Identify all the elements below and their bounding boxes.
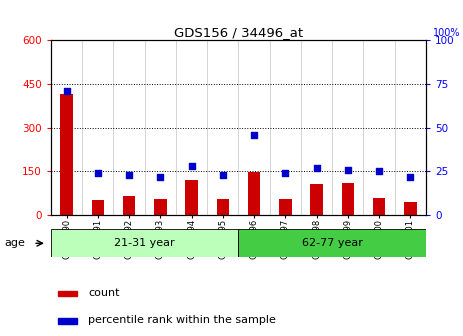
Bar: [185, 180, 198, 215]
Point: [313, 165, 320, 171]
Point: [250, 132, 258, 137]
Point: [219, 172, 226, 177]
Point: [407, 174, 414, 179]
Bar: [373, 198, 385, 215]
Bar: [58, 291, 77, 296]
Bar: [92, 201, 104, 215]
Bar: [248, 172, 260, 215]
Bar: [51, 229, 238, 257]
Bar: [279, 199, 292, 215]
Bar: [60, 94, 73, 215]
Text: count: count: [88, 288, 120, 298]
Text: 62-77 year: 62-77 year: [302, 238, 363, 248]
Bar: [123, 196, 135, 215]
Point: [94, 170, 101, 176]
Text: age: age: [4, 238, 25, 248]
Bar: [154, 199, 167, 215]
Bar: [404, 202, 417, 215]
Bar: [217, 199, 229, 215]
Title: GDS156 / 34496_at: GDS156 / 34496_at: [174, 26, 303, 39]
Text: 21-31 year: 21-31 year: [114, 238, 175, 248]
Point: [344, 167, 351, 172]
Bar: [58, 318, 77, 324]
Point: [375, 169, 383, 174]
Text: percentile rank within the sample: percentile rank within the sample: [88, 315, 276, 325]
Point: [188, 163, 195, 169]
Text: 100%: 100%: [433, 28, 460, 38]
Point: [156, 174, 164, 179]
Bar: [238, 229, 426, 257]
Point: [282, 170, 289, 176]
Bar: [310, 184, 323, 215]
Bar: [342, 183, 354, 215]
Point: [63, 88, 70, 94]
Point: [125, 172, 133, 177]
